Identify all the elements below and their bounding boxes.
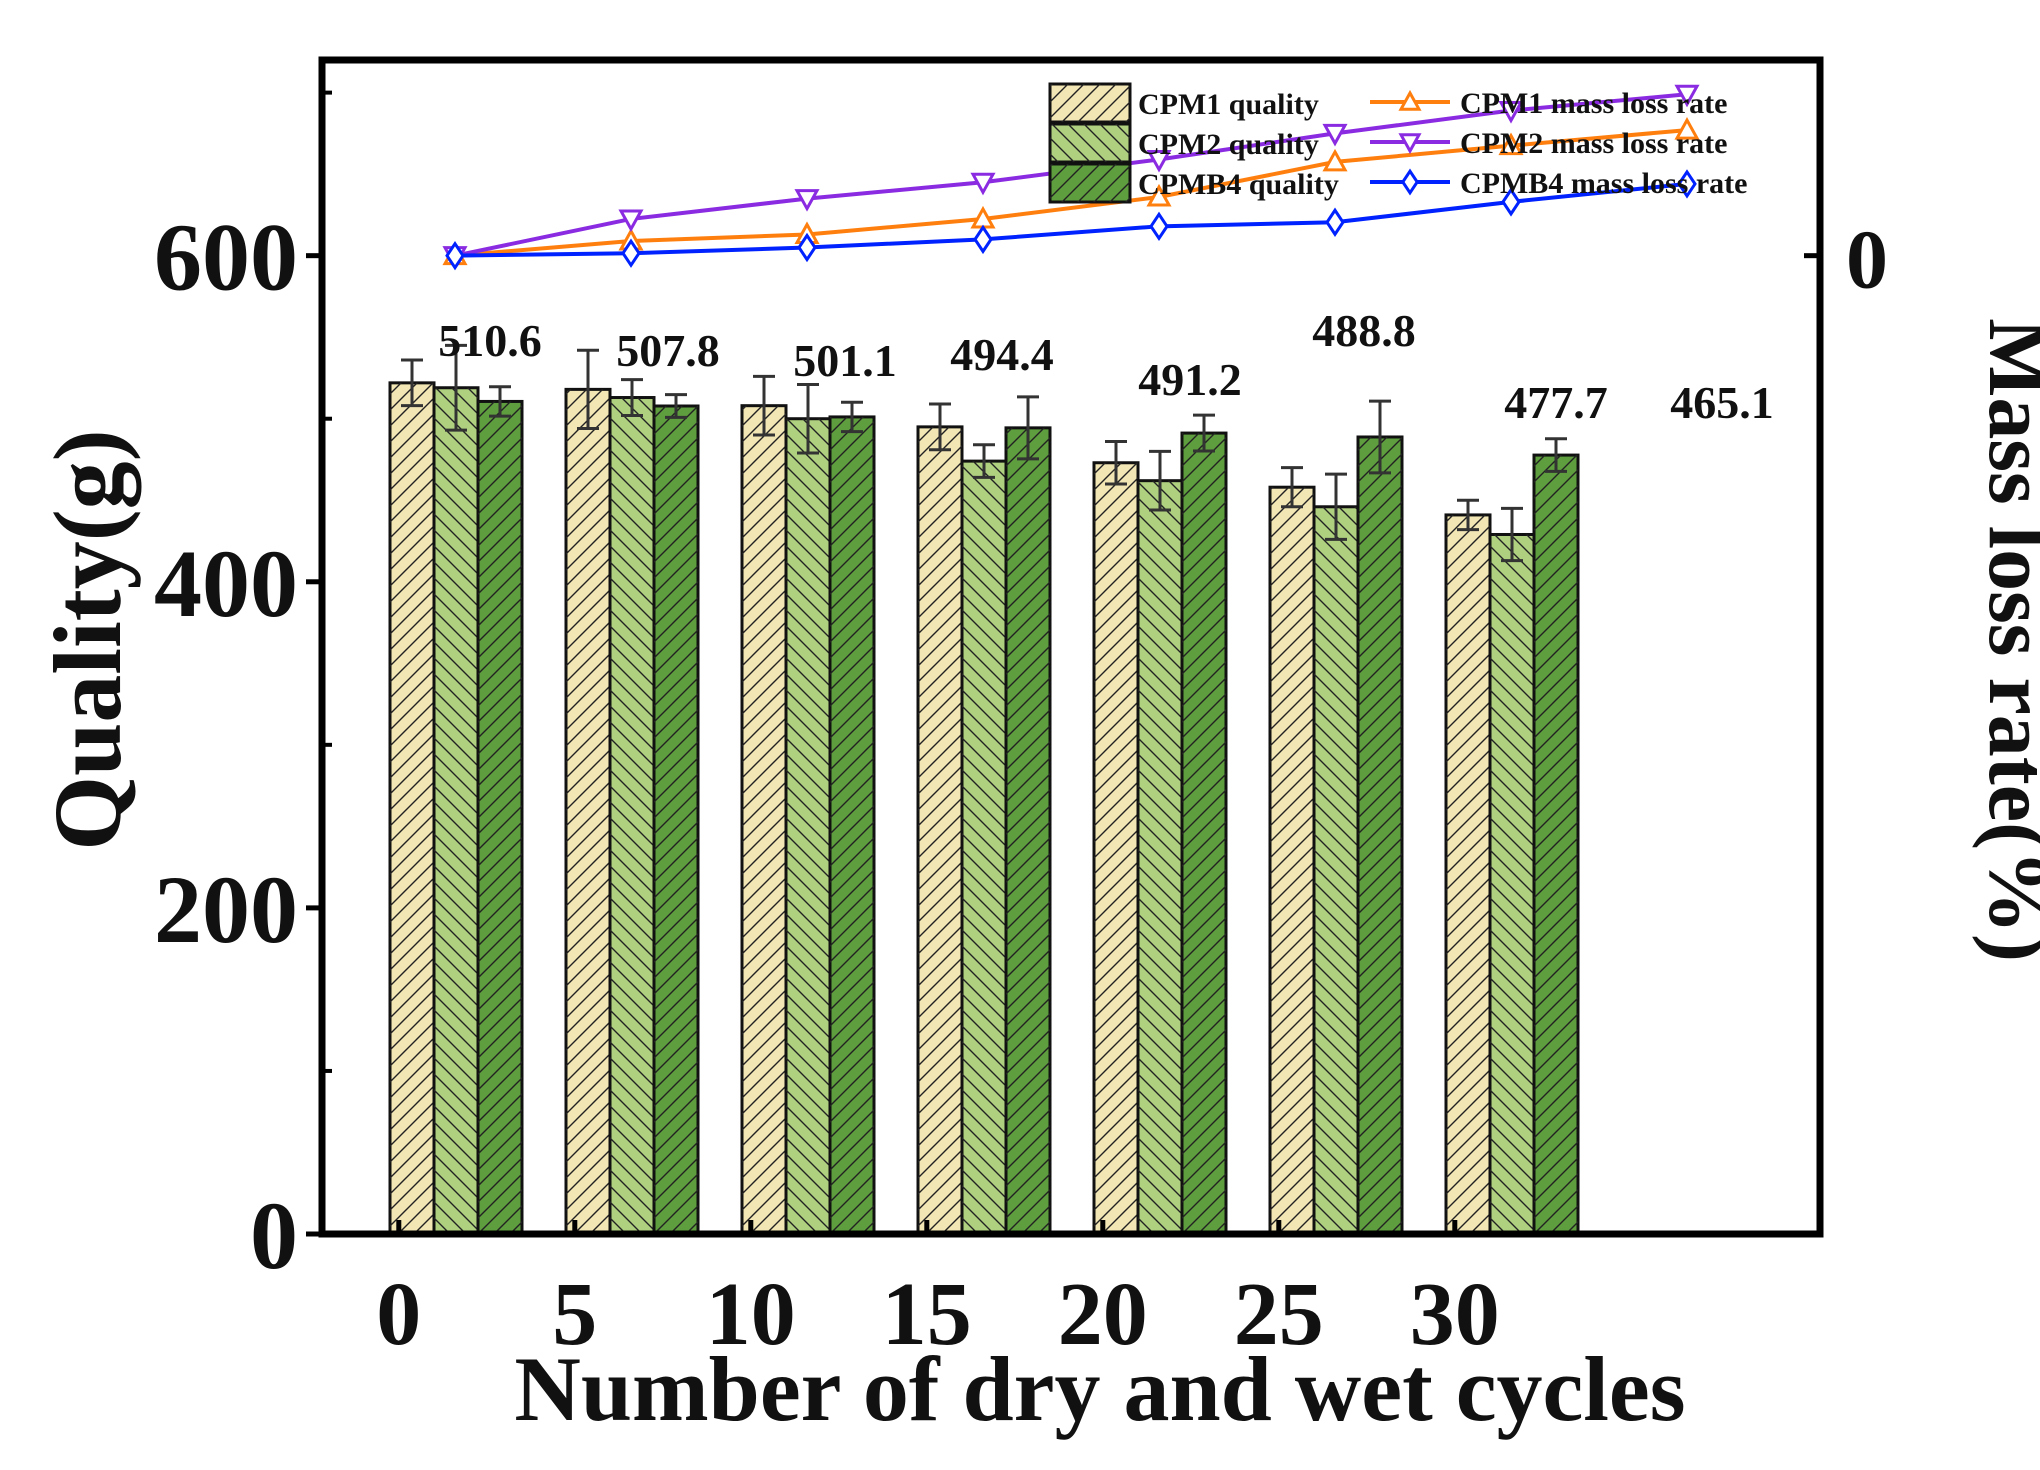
x-tick-label-0: 0 bbox=[376, 1265, 421, 1364]
marker-2-4 bbox=[1146, 149, 1172, 173]
marker-3-6 bbox=[1501, 187, 1521, 217]
bar-hatch-1-1 bbox=[566, 389, 610, 1235]
marker-3-3 bbox=[973, 224, 993, 255]
left-tick-label-3: 600 bbox=[154, 204, 298, 311]
bar-hatch-3-3 bbox=[1006, 427, 1050, 1234]
marker-1-5 bbox=[1322, 148, 1348, 172]
line-cpm1-mass-loss-rate bbox=[454, 128, 1688, 258]
data-label-7: 465.1 bbox=[1670, 377, 1774, 428]
marker-2-3 bbox=[970, 172, 996, 196]
left-tick-label-1: 200 bbox=[154, 856, 298, 963]
legend-label-bar-1: CPM1 quality bbox=[1138, 88, 1319, 121]
data-label-3: 494.4 bbox=[950, 329, 1054, 380]
x-tick-label-4: 20 bbox=[1058, 1265, 1148, 1364]
marker-1-6 bbox=[1498, 132, 1524, 156]
bar-hatch-1-3 bbox=[918, 426, 962, 1234]
bar-hatch-3-2 bbox=[830, 416, 874, 1235]
marker-3-4 bbox=[1149, 211, 1169, 242]
bar-hatch-2-2 bbox=[786, 418, 830, 1234]
marker-3-0 bbox=[445, 240, 465, 271]
bar-hatch-3-5 bbox=[1358, 436, 1402, 1234]
line-cpmb4-mass-loss-rate bbox=[454, 181, 1688, 258]
legend-marker-1 bbox=[1398, 89, 1422, 111]
marker-3-7 bbox=[1677, 169, 1697, 199]
marker-2-1 bbox=[618, 209, 644, 233]
marker-3-2 bbox=[797, 232, 817, 263]
data-label-4: 491.2 bbox=[1138, 354, 1242, 405]
data-label-2: 501.1 bbox=[793, 335, 897, 386]
marker-3-5 bbox=[1325, 207, 1345, 237]
bar-hatch-1-6 bbox=[1446, 514, 1490, 1234]
bar-hatch-1-5 bbox=[1270, 487, 1314, 1234]
left-tick-label-0: 0 bbox=[250, 1182, 298, 1289]
legend-marker-2 bbox=[1398, 133, 1422, 155]
marker-2-2 bbox=[794, 189, 820, 212]
bar-hatch-3-6 bbox=[1534, 455, 1578, 1234]
legend-label-line-2: CPM2 mass loss rate bbox=[1460, 127, 1727, 160]
marker-2-6 bbox=[1498, 101, 1524, 124]
legend-marker-3 bbox=[1400, 168, 1420, 196]
bar-hatch-2-1 bbox=[610, 397, 654, 1234]
legend-label-line-1: CPM1 mass loss rate bbox=[1460, 87, 1727, 120]
bar-hatch-3-1 bbox=[654, 406, 698, 1234]
bar-hatch-2-4 bbox=[1138, 480, 1182, 1234]
bar-hatch-1-0 bbox=[390, 382, 434, 1235]
marker-1-4 bbox=[1146, 183, 1172, 207]
data-label-5: 488.8 bbox=[1312, 305, 1416, 356]
legend-swatch-hatch-2 bbox=[1050, 124, 1130, 162]
data-label-0: 510.6 bbox=[438, 315, 542, 366]
marker-2-7 bbox=[1674, 84, 1700, 108]
data-label-1: 507.8 bbox=[616, 325, 720, 376]
legend-swatch-hatch-3 bbox=[1050, 164, 1130, 202]
bar-hatch-2-6 bbox=[1490, 534, 1534, 1234]
bar-hatch-1-4 bbox=[1094, 462, 1138, 1235]
left-axis-title: Quality(g) bbox=[34, 429, 141, 850]
legend-label-bar-3: CPMB4 quality bbox=[1138, 168, 1339, 201]
x-tick-label-6: 30 bbox=[1410, 1265, 1500, 1364]
plot-frame bbox=[318, 56, 1824, 1238]
right-axis-title: Mass loss rate(%) bbox=[1971, 318, 2040, 962]
x-tick-label-1: 5 bbox=[552, 1265, 597, 1364]
marker-1-7 bbox=[1674, 117, 1700, 140]
x-tick-label-2: 10 bbox=[706, 1265, 796, 1364]
legend-swatch-hatch-1 bbox=[1050, 84, 1130, 122]
x-axis-title: Number of dry and wet cycles bbox=[514, 1338, 1685, 1440]
bar-hatch-3-0 bbox=[478, 401, 522, 1234]
right-tick-label-0: 0 bbox=[1846, 214, 1888, 307]
bar-hatch-3-4 bbox=[1182, 433, 1226, 1234]
x-tick-label-3: 15 bbox=[882, 1265, 972, 1364]
bar-hatch-1-2 bbox=[742, 405, 786, 1235]
bar-hatch-2-5 bbox=[1314, 506, 1358, 1234]
left-tick-label-2: 400 bbox=[154, 530, 298, 637]
bar-hatch-2-0 bbox=[434, 387, 478, 1234]
legend-label-line-3: CPMB4 mass loss rate bbox=[1460, 167, 1747, 200]
marker-2-5 bbox=[1322, 123, 1348, 147]
x-tick-label-5: 25 bbox=[1234, 1265, 1324, 1364]
legend-label-bar-2: CPM2 quality bbox=[1138, 128, 1319, 161]
marker-3-1 bbox=[621, 238, 641, 268]
data-label-6: 477.7 bbox=[1504, 377, 1608, 428]
bar-hatch-2-3 bbox=[962, 461, 1006, 1234]
